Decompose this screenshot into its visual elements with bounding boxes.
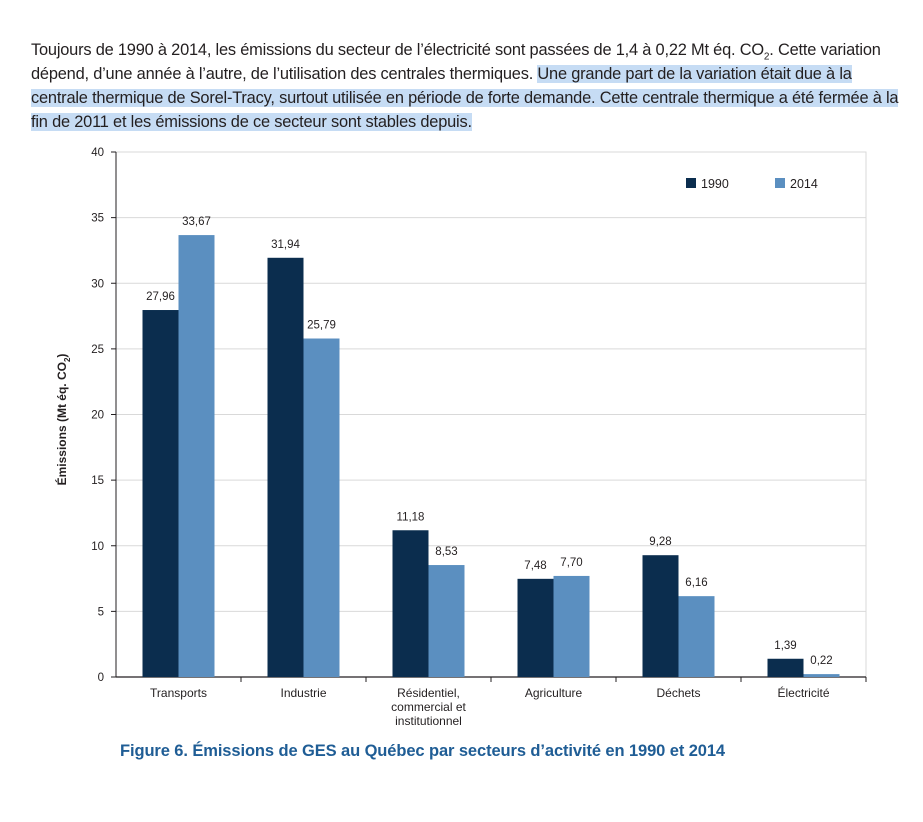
y-tick-label: 30 bbox=[91, 278, 104, 290]
x-tick-label: Agriculture bbox=[525, 686, 583, 700]
bar-1990-0 bbox=[142, 310, 179, 677]
bar-2014-0 bbox=[178, 235, 215, 678]
data-label: 25,79 bbox=[307, 320, 336, 332]
data-label: 33,67 bbox=[182, 216, 211, 228]
x-tick-label: Résidentiel, bbox=[397, 686, 460, 700]
x-tick-label: Industrie bbox=[280, 686, 326, 700]
paragraph-subscript: 2 bbox=[763, 51, 770, 63]
y-tick-label: 35 bbox=[91, 213, 104, 225]
data-label: 7,48 bbox=[524, 560, 546, 572]
data-label: 6,16 bbox=[685, 577, 707, 589]
legend: 1990 2014 bbox=[686, 177, 818, 191]
y-tick-label: 0 bbox=[98, 672, 104, 684]
figure-caption: Figure 6. Émissions de GES au Québec par… bbox=[120, 742, 726, 760]
bar-1990-3 bbox=[517, 578, 554, 677]
bar-1990-4 bbox=[642, 555, 679, 677]
data-label: 27,96 bbox=[146, 291, 175, 303]
bar-2014-1 bbox=[303, 338, 340, 677]
legend-label-1990: 1990 bbox=[701, 177, 729, 191]
y-axis-title: Émissions (Mt éq. CO2) bbox=[54, 354, 72, 486]
y-tick-label: 20 bbox=[91, 410, 104, 422]
bar-1990-5 bbox=[767, 658, 804, 677]
y-tick-label: 15 bbox=[91, 475, 104, 487]
y-tick-label: 10 bbox=[91, 541, 104, 553]
bar-2014-3 bbox=[553, 575, 590, 677]
paragraph-text-1: Toujours de 1990 à 2014, les émissions d… bbox=[31, 41, 764, 59]
legend-swatch-1990 bbox=[686, 178, 696, 188]
bar-1990-2 bbox=[392, 530, 429, 677]
data-label: 31,94 bbox=[271, 239, 300, 251]
data-label: 11,18 bbox=[397, 511, 425, 523]
y-tick-label: 40 bbox=[91, 147, 104, 159]
y-tick-label: 5 bbox=[98, 606, 104, 618]
data-label: 0,22 bbox=[810, 655, 832, 667]
bar-1990-1 bbox=[267, 257, 304, 677]
bar-2014-2 bbox=[428, 565, 465, 677]
x-tick-label: Électricité bbox=[777, 685, 829, 700]
legend-label-2014: 2014 bbox=[790, 177, 818, 191]
x-tick-label: Transports bbox=[150, 686, 207, 700]
bar-chart: 0 5 10 15 20 25 30 35 40 Émissions (Mt éq. CO2) 27… bbox=[54, 147, 867, 728]
bar-2014-4 bbox=[678, 596, 715, 677]
paragraph-text-2: . Cette variation dépend, d’une année à … bbox=[31, 41, 881, 83]
data-label: 1,39 bbox=[774, 640, 796, 652]
intro-paragraph: Toujours de 1990 à 2014, les émissions d… bbox=[31, 38, 903, 134]
data-label: 7,70 bbox=[560, 557, 582, 569]
legend-swatch-2014 bbox=[775, 178, 785, 188]
y-tick-label: 25 bbox=[91, 344, 104, 356]
data-label: 8,53 bbox=[435, 546, 457, 558]
x-tick-label: institutionnel bbox=[395, 714, 462, 728]
x-tick-label: Déchets bbox=[656, 686, 700, 700]
x-tick-label: commercial et bbox=[391, 700, 466, 714]
data-label: 9,28 bbox=[649, 536, 671, 548]
bar-2014-5 bbox=[803, 674, 840, 677]
